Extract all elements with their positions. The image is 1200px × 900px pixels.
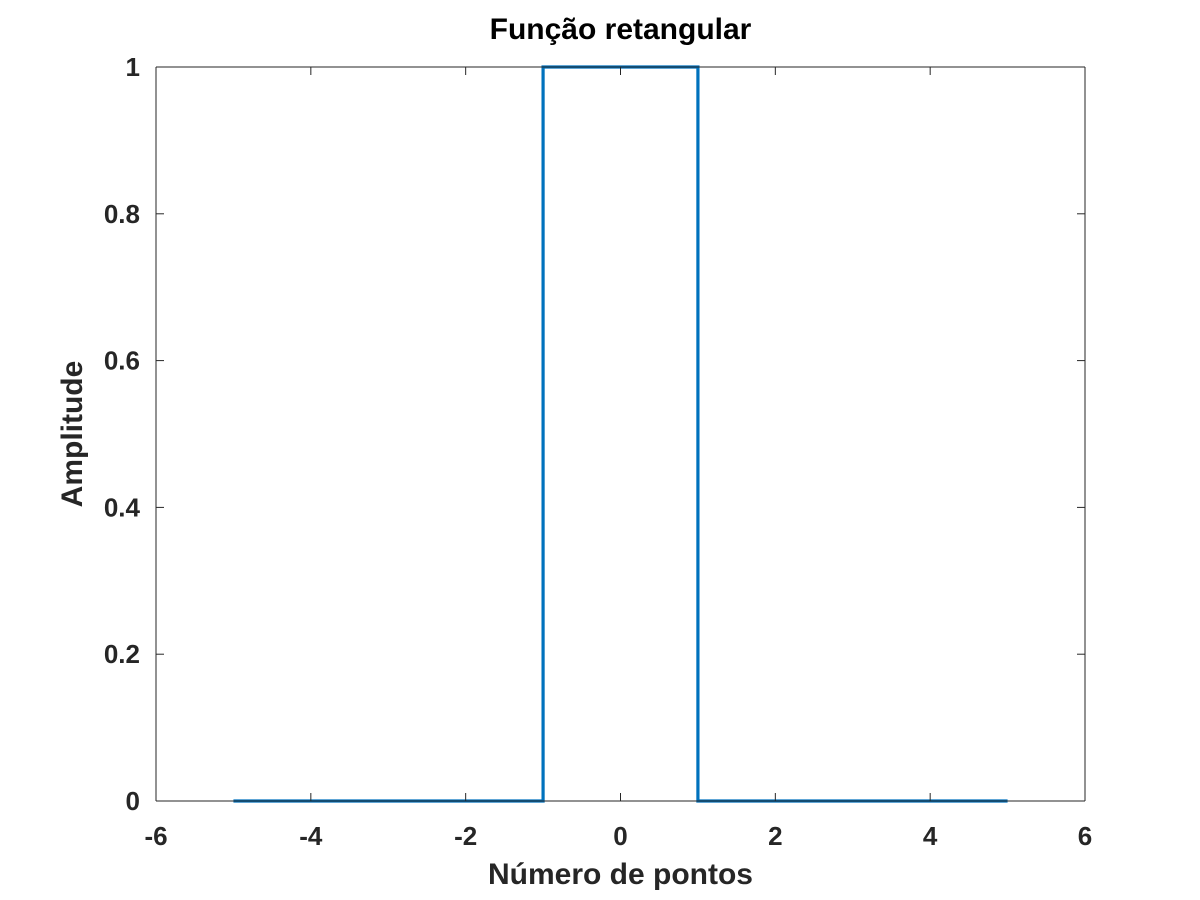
x-tick-label: 2 [768, 821, 782, 851]
chart-title: Função retangular [490, 13, 752, 46]
y-tick-label: 0.2 [104, 639, 140, 669]
x-axis-label: Número de pontos [488, 858, 753, 891]
x-tick-label: 6 [1078, 821, 1092, 851]
x-tick-label: 4 [923, 821, 938, 851]
x-tick-label: -4 [299, 821, 323, 851]
plot-area [156, 67, 1085, 801]
x-tick-label: -6 [144, 821, 167, 851]
x-tick-label: 0 [613, 821, 627, 851]
x-tick-label: -2 [454, 821, 477, 851]
y-tick-label: 1 [126, 52, 140, 82]
y-tick-label: 0 [126, 786, 140, 816]
y-axis-label: Amplitude [56, 361, 89, 508]
y-tick-label: 0.6 [104, 346, 140, 376]
y-tick-label: 0.8 [104, 199, 140, 229]
y-tick-label: 0.4 [104, 492, 141, 522]
